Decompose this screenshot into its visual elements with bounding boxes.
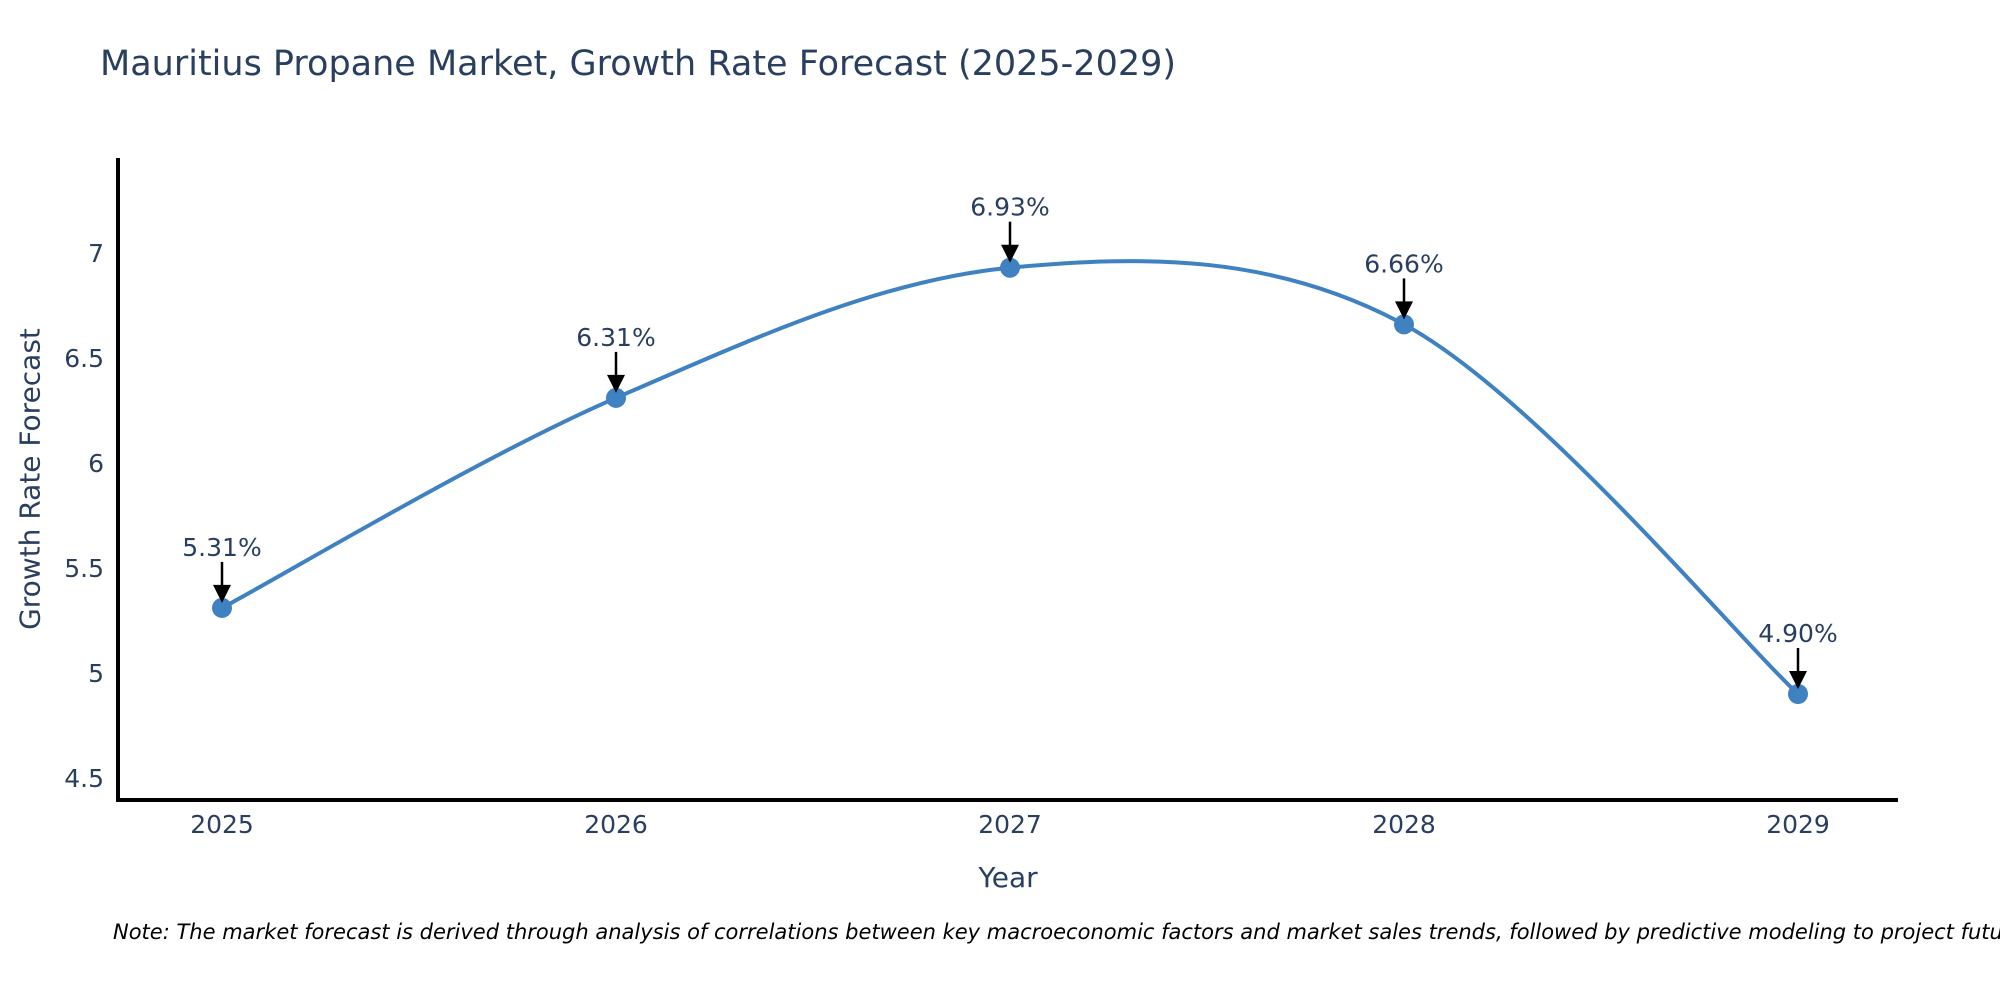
y-tick-label: 6.5 [64,344,104,373]
annotation-arrowhead [1001,244,1019,263]
x-tick-label: 2029 [1766,810,1830,839]
x-tick-label: 2028 [1372,810,1436,839]
y-tick-label: 4.5 [64,764,104,793]
x-tick-label: 2027 [978,810,1042,839]
annotation-arrowhead [1395,301,1413,320]
data-point-marker[interactable] [1788,684,1808,704]
y-tick-label: 5 [88,659,104,688]
annotation-arrowhead [213,584,231,603]
x-axis-title: Year [978,861,1038,894]
trend-line [220,259,1800,696]
data-point-marker[interactable] [606,387,626,408]
y-axis-title: Growth Rate Forecast [13,328,47,630]
annotation-label: 6.93% [970,193,1049,222]
annotation-label: 4.90% [1758,619,1837,648]
x-tick-label: 2026 [584,810,648,839]
data-point-marker[interactable] [212,597,232,618]
annotation-label: 6.66% [1364,249,1443,278]
y-tick-label: 5.5 [64,554,104,583]
annotation-label: 5.31% [182,533,261,562]
annotation-arrowhead [607,374,625,393]
chart-title: Mauritius Propane Market, Growth Rate Fo… [100,44,1177,84]
y-tick-label: 6 [88,449,104,478]
footnote: Note: The market forecast is derived thr… [113,920,2000,944]
data-point-marker[interactable] [1000,257,1020,278]
data-point-marker[interactable] [1394,314,1414,335]
x-tick-label: 2025 [190,810,254,839]
y-tick-label: 7 [88,239,104,268]
annotation-arrowhead [1789,671,1807,689]
annotation-label: 6.31% [576,323,655,352]
